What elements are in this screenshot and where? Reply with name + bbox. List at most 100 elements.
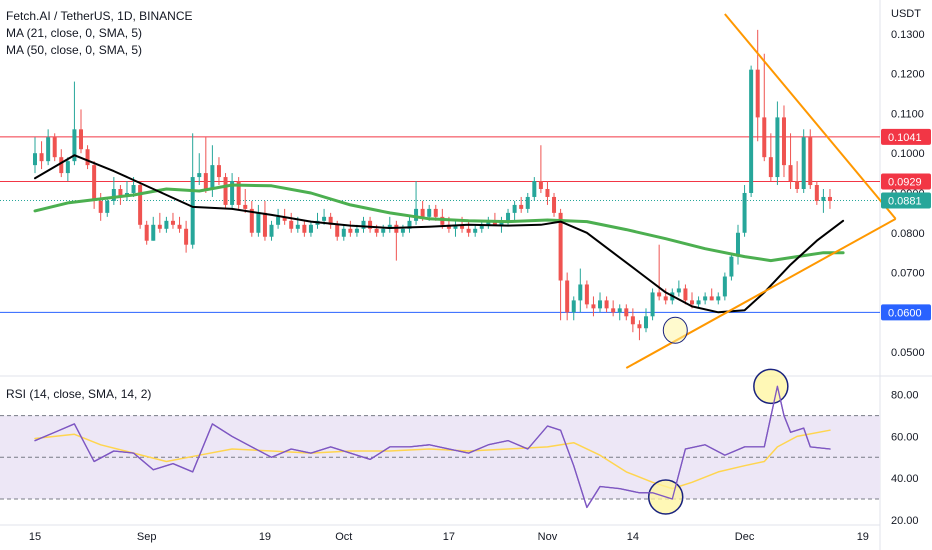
candle-body[interactable] bbox=[276, 216, 281, 225]
rsi-title[interactable]: RSI (14, close, SMA, 14, 2) bbox=[6, 387, 152, 401]
candle-body[interactable] bbox=[223, 177, 228, 205]
candle-body[interactable] bbox=[197, 173, 202, 178]
candle-body[interactable] bbox=[210, 165, 215, 189]
candle-body[interactable] bbox=[617, 308, 622, 313]
candle-body[interactable] bbox=[341, 228, 346, 237]
candle-body[interactable] bbox=[637, 324, 642, 329]
candle-body[interactable] bbox=[578, 284, 583, 301]
candle-body[interactable] bbox=[374, 228, 379, 233]
candle-body[interactable] bbox=[203, 173, 208, 189]
candle-body[interactable] bbox=[598, 300, 603, 309]
candle-body[interactable] bbox=[131, 185, 136, 193]
candle-body[interactable] bbox=[433, 208, 438, 217]
candle-body[interactable] bbox=[558, 212, 563, 281]
candle-body[interactable] bbox=[400, 228, 405, 233]
candle-body[interactable] bbox=[506, 212, 511, 221]
candle-body[interactable] bbox=[177, 224, 182, 229]
candle-body[interactable] bbox=[486, 220, 491, 225]
candles[interactable] bbox=[33, 29, 832, 341]
candle-body[interactable] bbox=[565, 280, 570, 313]
candle-body[interactable] bbox=[768, 157, 773, 178]
candle-body[interactable] bbox=[716, 296, 721, 301]
candle-body[interactable] bbox=[453, 224, 458, 229]
ma21-legend[interactable]: MA (21, close, 0, SMA, 5) bbox=[6, 26, 143, 40]
candle-body[interactable] bbox=[552, 196, 557, 213]
candle-body[interactable] bbox=[591, 304, 596, 309]
candle-body[interactable] bbox=[72, 129, 77, 162]
candle-body[interactable] bbox=[230, 181, 235, 205]
symbol-title[interactable]: Fetch.AI / TetherUS, 1D, BINANCE bbox=[6, 9, 193, 23]
candle-body[interactable] bbox=[414, 208, 419, 221]
candle-body[interactable] bbox=[742, 192, 747, 233]
candle-body[interactable] bbox=[749, 69, 754, 193]
candle-body[interactable] bbox=[420, 208, 425, 217]
candle-body[interactable] bbox=[427, 208, 432, 217]
candle-body[interactable] bbox=[657, 292, 662, 297]
candle-body[interactable] bbox=[644, 316, 649, 329]
candle-body[interactable] bbox=[735, 232, 740, 257]
candle-body[interactable] bbox=[611, 308, 616, 313]
candle-body[interactable] bbox=[696, 300, 701, 305]
candle-body[interactable] bbox=[538, 181, 543, 189]
candle-body[interactable] bbox=[256, 212, 261, 233]
candle-body[interactable] bbox=[105, 200, 110, 213]
candle-body[interactable] bbox=[190, 177, 195, 245]
candle-body[interactable] bbox=[92, 165, 97, 201]
candle-body[interactable] bbox=[703, 296, 708, 301]
candle-body[interactable] bbox=[545, 189, 550, 197]
candle-body[interactable] bbox=[788, 165, 793, 182]
candle-body[interactable] bbox=[322, 216, 327, 221]
candle-body[interactable] bbox=[512, 204, 517, 213]
candle-body[interactable] bbox=[473, 228, 478, 233]
candle-body[interactable] bbox=[59, 157, 64, 174]
candle-body[interactable] bbox=[466, 228, 471, 233]
candle-body[interactable] bbox=[184, 228, 189, 245]
candle-body[interactable] bbox=[663, 296, 668, 301]
candle-body[interactable] bbox=[138, 185, 143, 225]
candle-body[interactable] bbox=[85, 149, 90, 166]
candle-body[interactable] bbox=[571, 300, 576, 313]
ma50-legend[interactable]: MA (50, close, 0, SMA, 5) bbox=[6, 43, 143, 57]
candle-body[interactable] bbox=[775, 117, 780, 178]
candle-body[interactable] bbox=[630, 316, 635, 325]
candle-body[interactable] bbox=[624, 308, 629, 317]
candle-body[interactable] bbox=[295, 224, 300, 229]
candle-body[interactable] bbox=[722, 276, 727, 297]
candle-body[interactable] bbox=[801, 137, 806, 189]
candle-body[interactable] bbox=[308, 224, 313, 233]
candle-body[interactable] bbox=[729, 256, 734, 277]
candle-body[interactable] bbox=[762, 117, 767, 158]
candle-body[interactable] bbox=[335, 224, 340, 237]
candle-body[interactable] bbox=[821, 196, 826, 201]
candle-body[interactable] bbox=[683, 288, 688, 301]
candle-body[interactable] bbox=[650, 292, 655, 317]
candle-body[interactable] bbox=[795, 181, 800, 189]
candle-body[interactable] bbox=[368, 220, 373, 229]
candle-body[interactable] bbox=[33, 153, 37, 166]
candle-body[interactable] bbox=[827, 196, 832, 201]
candle-body[interactable] bbox=[39, 153, 44, 162]
candle-body[interactable] bbox=[519, 204, 524, 209]
candle-body[interactable] bbox=[814, 185, 819, 201]
candle-body[interactable] bbox=[216, 165, 221, 178]
candle-body[interactable] bbox=[781, 117, 786, 166]
candle-body[interactable] bbox=[289, 220, 294, 229]
candle-body[interactable] bbox=[407, 220, 412, 229]
candle-body[interactable] bbox=[328, 216, 333, 225]
candle-body[interactable] bbox=[381, 228, 386, 233]
candle-body[interactable] bbox=[282, 216, 287, 221]
candle-body[interactable] bbox=[151, 224, 156, 241]
candle-body[interactable] bbox=[144, 224, 149, 241]
candle-body[interactable] bbox=[354, 228, 359, 233]
candle-body[interactable] bbox=[604, 300, 609, 309]
candle-body[interactable] bbox=[98, 200, 103, 213]
candle-body[interactable] bbox=[118, 189, 123, 197]
candle-body[interactable] bbox=[709, 296, 714, 301]
candle-body[interactable] bbox=[46, 137, 51, 162]
candle-body[interactable] bbox=[584, 284, 589, 305]
candle-body[interactable] bbox=[808, 137, 813, 186]
candle-body[interactable] bbox=[236, 181, 241, 205]
candle-body[interactable] bbox=[387, 224, 392, 229]
candle-body[interactable] bbox=[525, 196, 530, 209]
